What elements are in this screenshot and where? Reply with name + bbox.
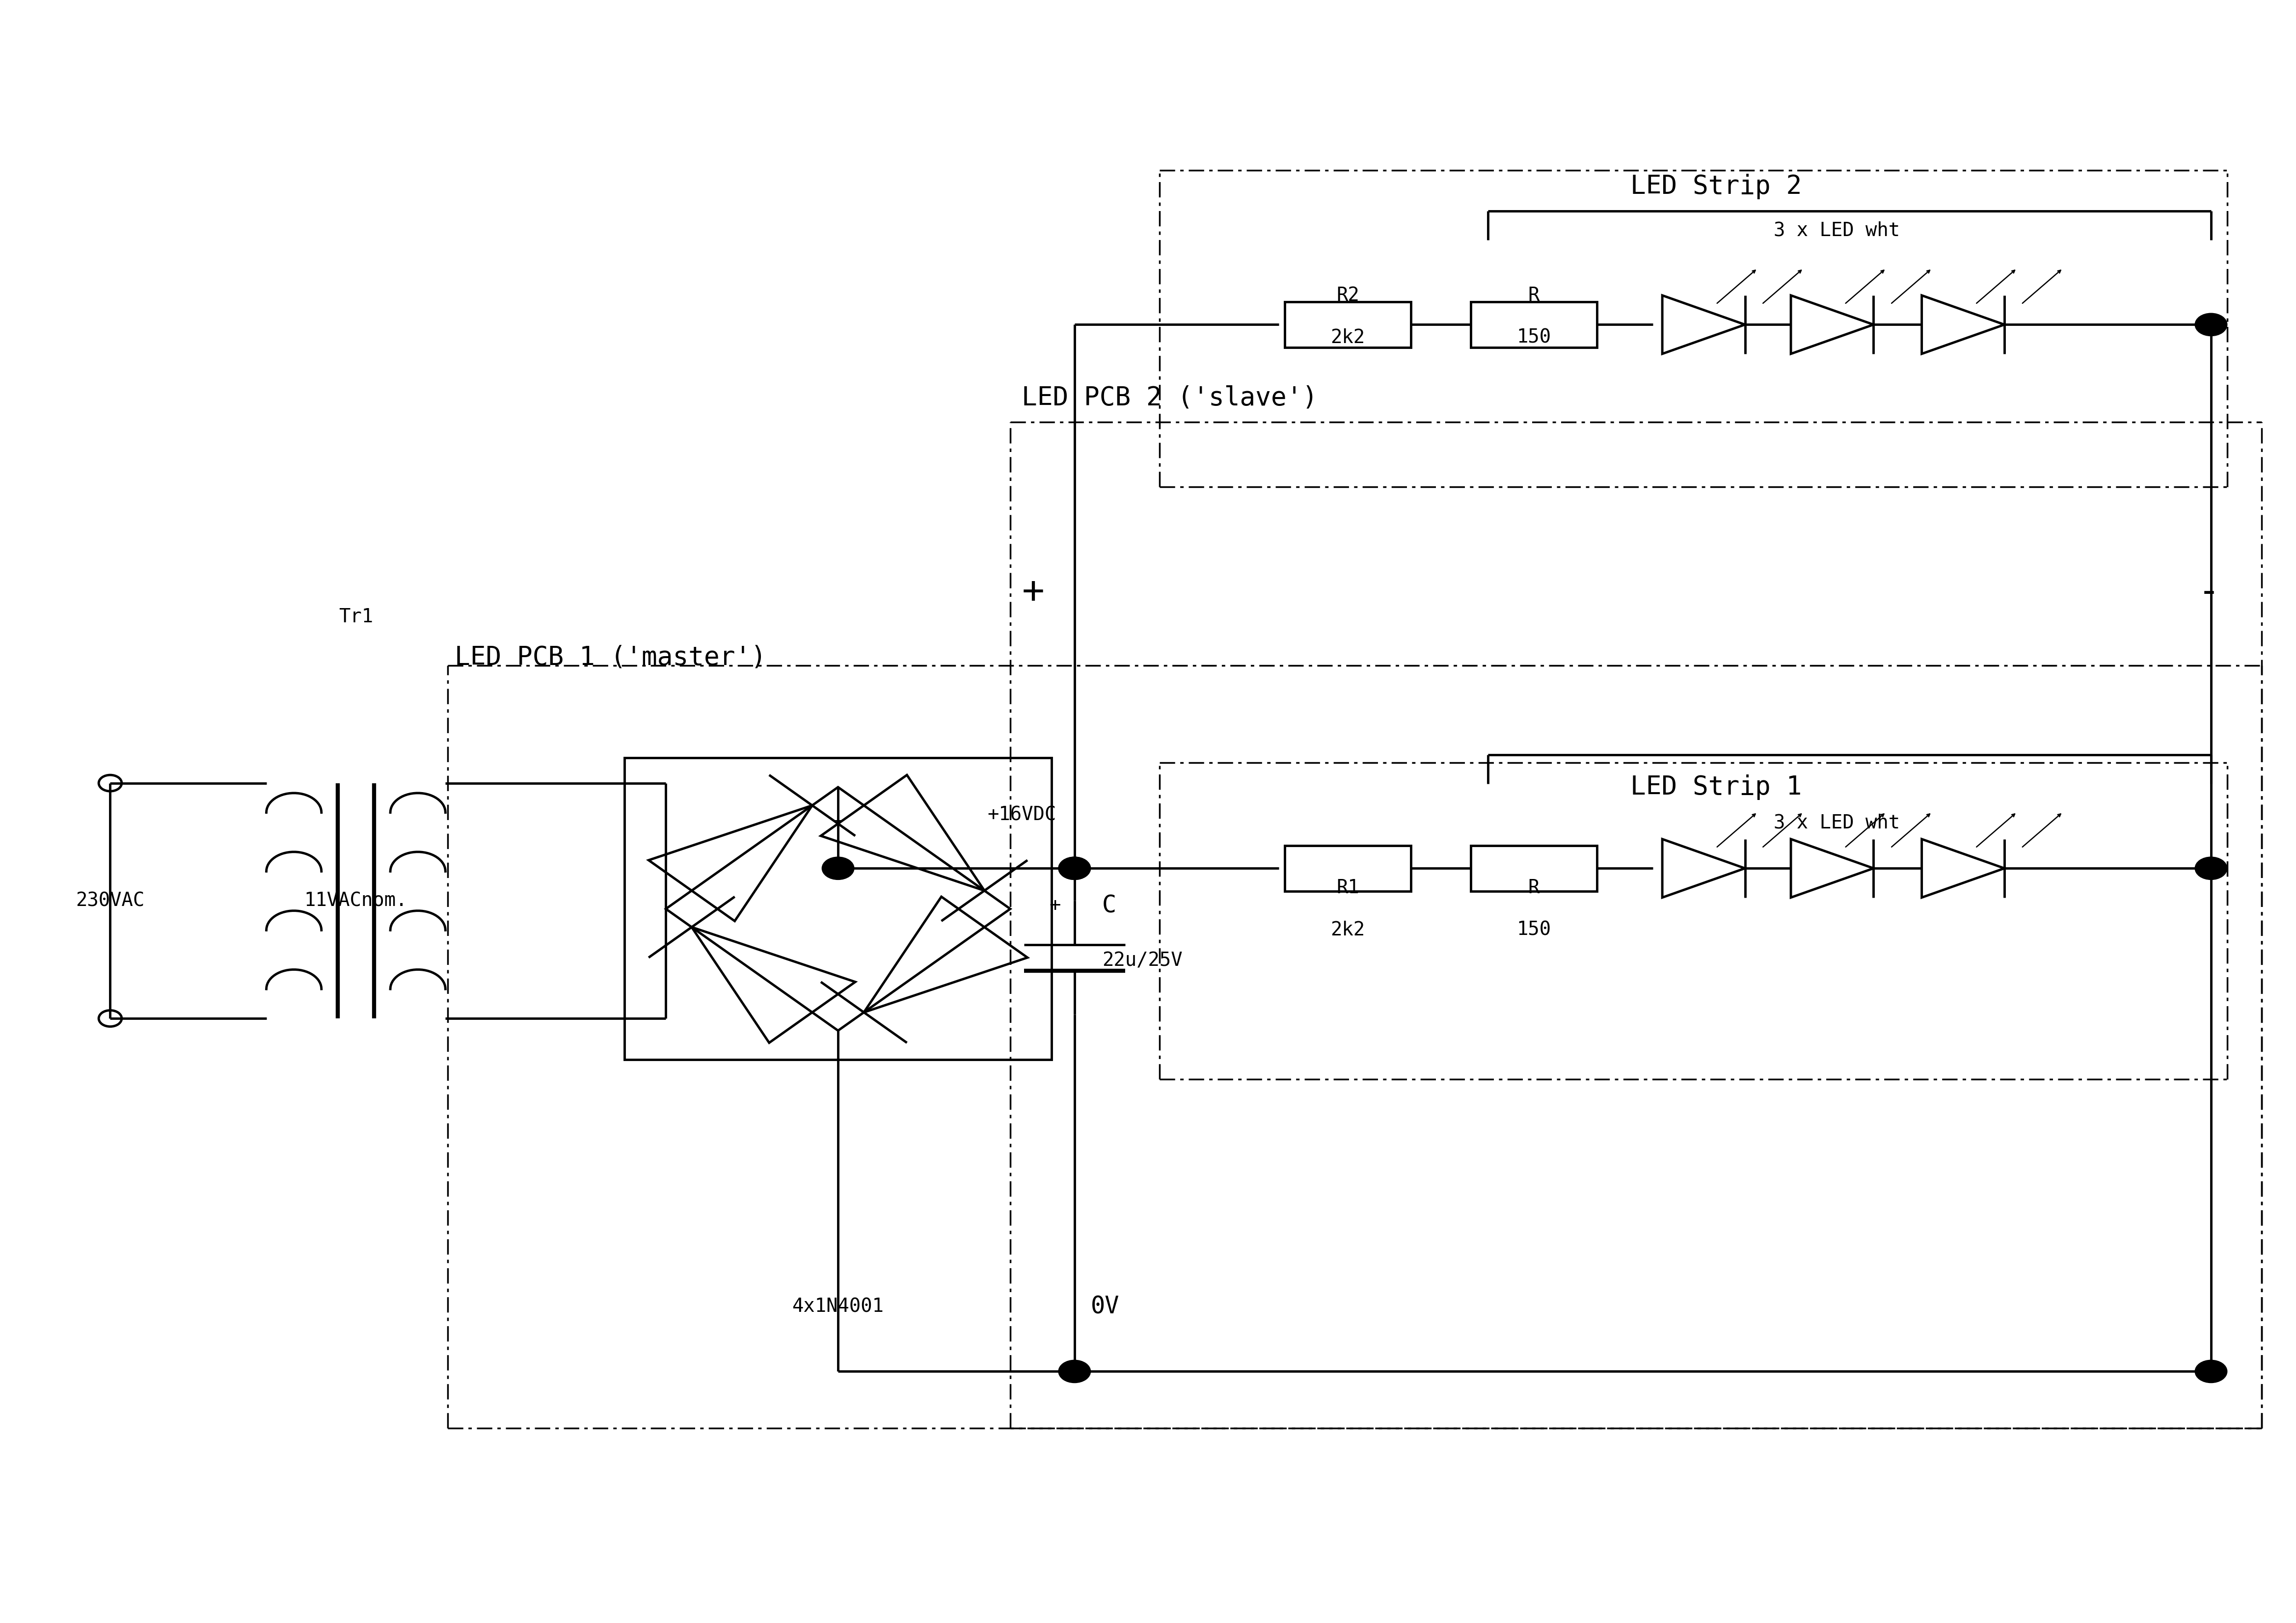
Text: 0V: 0V <box>1091 1295 1120 1318</box>
Text: LED Strip 1: LED Strip 1 <box>1630 774 1802 800</box>
Text: R: R <box>1529 286 1538 305</box>
Text: 2k2: 2k2 <box>1332 328 1364 347</box>
Circle shape <box>822 857 854 880</box>
Text: R: R <box>1529 878 1538 898</box>
Text: 3 x LED wht: 3 x LED wht <box>1775 813 1899 833</box>
Circle shape <box>1058 1360 1091 1383</box>
Text: -: - <box>833 985 843 1001</box>
Text: LED PCB 2 ('slave'): LED PCB 2 ('slave') <box>1022 385 1318 411</box>
Text: R1: R1 <box>1336 878 1359 898</box>
Text: 4x1N4001: 4x1N4001 <box>792 1297 884 1316</box>
Text: 3 x LED wht: 3 x LED wht <box>1775 221 1899 240</box>
Text: 22u/25V: 22u/25V <box>1102 951 1182 971</box>
Circle shape <box>2195 1360 2227 1383</box>
Text: +: + <box>1022 575 1045 610</box>
Text: 2k2: 2k2 <box>1332 920 1364 940</box>
Text: LED Strip 2: LED Strip 2 <box>1630 174 1802 200</box>
Text: +: + <box>1049 896 1061 915</box>
Circle shape <box>1058 857 1091 880</box>
Text: -: - <box>2197 575 2220 610</box>
Text: 230VAC: 230VAC <box>76 891 145 911</box>
Text: Tr1: Tr1 <box>340 607 372 626</box>
Circle shape <box>2195 857 2227 880</box>
Text: 150: 150 <box>1518 328 1550 347</box>
Circle shape <box>1058 857 1091 880</box>
Text: LED PCB 1 ('master'): LED PCB 1 ('master') <box>455 644 767 670</box>
Text: +16VDC: +16VDC <box>987 805 1056 824</box>
Text: 11VACnom.: 11VACnom. <box>305 891 406 911</box>
Circle shape <box>2195 313 2227 336</box>
Text: C: C <box>1102 894 1116 917</box>
Text: 150: 150 <box>1518 920 1550 940</box>
Text: R2: R2 <box>1336 286 1359 305</box>
Text: +: + <box>833 813 843 829</box>
